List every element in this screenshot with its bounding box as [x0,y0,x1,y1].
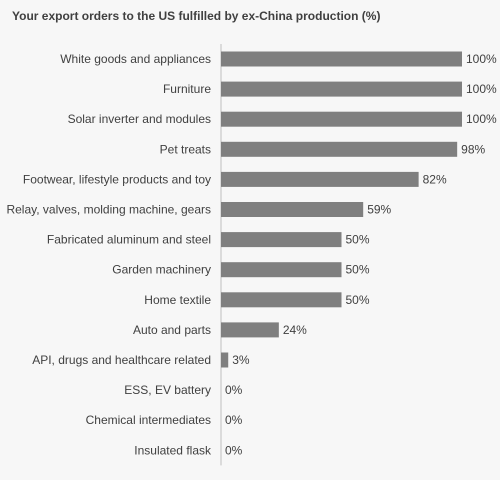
bar [221,292,342,308]
bar [221,352,229,368]
bar [221,202,364,217]
bar [221,141,458,157]
data-label: 59% [367,203,391,217]
data-label: 3% [232,353,250,367]
bar [221,51,462,67]
category-label: Fabricated aluminum and steel [47,233,211,247]
bar [221,171,419,187]
data-label: 98% [461,142,485,156]
category-label: Furniture [163,82,211,96]
bar [221,262,342,278]
category-label: API, drugs and healthcare related [32,353,211,367]
data-label: 50% [346,233,370,247]
data-label: 0% [225,443,243,457]
bar [221,81,462,97]
chart-title: Your export orders to the US fulfilled b… [12,9,381,23]
category-label: Solar inverter and modules [68,112,211,126]
category-label: Chemical intermediates [86,413,211,427]
category-label: ESS, EV battery [124,383,211,397]
bar [221,111,462,127]
data-label: 0% [225,413,243,427]
category-label: Insulated flask [134,443,212,457]
data-label: 0% [225,383,243,397]
data-label: 82% [423,172,447,186]
bar [221,232,342,248]
data-label: 100% [466,112,497,126]
category-label: White goods and appliances [60,52,211,66]
data-label: 24% [283,323,307,337]
category-label: Relay, valves, molding machine, gears [6,203,211,217]
category-label: Garden machinery [112,263,211,277]
category-label: Home textile [144,293,211,307]
data-label: 50% [346,263,370,277]
data-label: 100% [466,52,497,66]
category-label: Auto and parts [133,323,211,337]
data-label: 50% [346,293,370,307]
category-label: Footwear, lifestyle products and toy [23,172,211,186]
bar [221,322,279,338]
category-label: Pet treats [160,142,211,156]
data-label: 100% [466,82,497,96]
